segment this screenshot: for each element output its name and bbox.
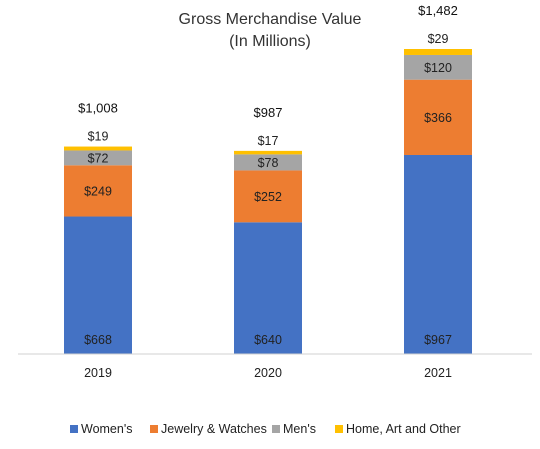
- chart-title: Gross Merchandise Value: [179, 11, 362, 28]
- segment-label-2020-3: $17: [258, 134, 279, 148]
- total-label-2019: $1,008: [78, 101, 118, 116]
- segment-label-2021-2: $120: [424, 61, 452, 75]
- x-tick-2019: 2019: [84, 366, 112, 380]
- segment-label-2021-0: $967: [424, 333, 452, 347]
- segment-label-2019-1: $249: [84, 184, 112, 198]
- bar-segment-2020-2: [234, 154, 302, 171]
- total-label-2020: $987: [254, 105, 283, 120]
- bar-segment-2019-3: [64, 146, 132, 151]
- legend: Women's Jewelry & Watches Men's Home, Art a…: [70, 422, 461, 436]
- bar-segment-2020-1: [234, 170, 302, 223]
- segment-label-2020-0: $640: [254, 333, 282, 347]
- legend-label-2: Men's: [283, 422, 316, 436]
- legend-swatch-3: [335, 425, 343, 433]
- bar-segment-2021-3: [404, 49, 472, 55]
- legend-swatch-1: [150, 425, 158, 433]
- bar-segment-2020-3: [234, 150, 302, 155]
- x-tick-labels: 2019 2020 2021: [84, 366, 452, 380]
- legend-swatch-0: [70, 425, 78, 433]
- bar-segment-2019-1: [64, 165, 132, 217]
- segment-label-2021-3: $29: [428, 32, 449, 46]
- segment-label-2019-3: $19: [88, 130, 109, 144]
- total-label-2021: $1,482: [418, 3, 458, 18]
- x-tick-2021: 2021: [424, 366, 452, 380]
- bar-segment-2019-0: [64, 216, 132, 354]
- bar-segment-2021-0: [404, 154, 472, 354]
- bars-group: $668 $249 $72 $19 $1,008 $640 $252 $78 $17 $987 $9…: [64, 3, 472, 354]
- legend-label-3: Home, Art and Other: [346, 422, 461, 436]
- segment-label-2021-1: $366: [424, 111, 452, 125]
- bar-segment-2019-2: [64, 150, 132, 166]
- segment-label-2019-0: $668: [84, 333, 112, 347]
- bar-segment-2020-0: [234, 222, 302, 354]
- segment-label-2019-2: $72: [88, 151, 109, 165]
- legend-label-1: Jewelry & Watches: [161, 422, 267, 436]
- segment-label-2020-1: $252: [254, 190, 282, 204]
- legend-label-0: Women's: [81, 422, 132, 436]
- bar-segment-2021-1: [404, 79, 472, 155]
- legend-swatch-2: [272, 425, 280, 433]
- x-tick-2020: 2020: [254, 366, 282, 380]
- segment-label-2020-2: $78: [258, 156, 279, 170]
- chart-subtitle: (In Millions): [229, 33, 311, 50]
- bar-segment-2021-2: [404, 54, 472, 80]
